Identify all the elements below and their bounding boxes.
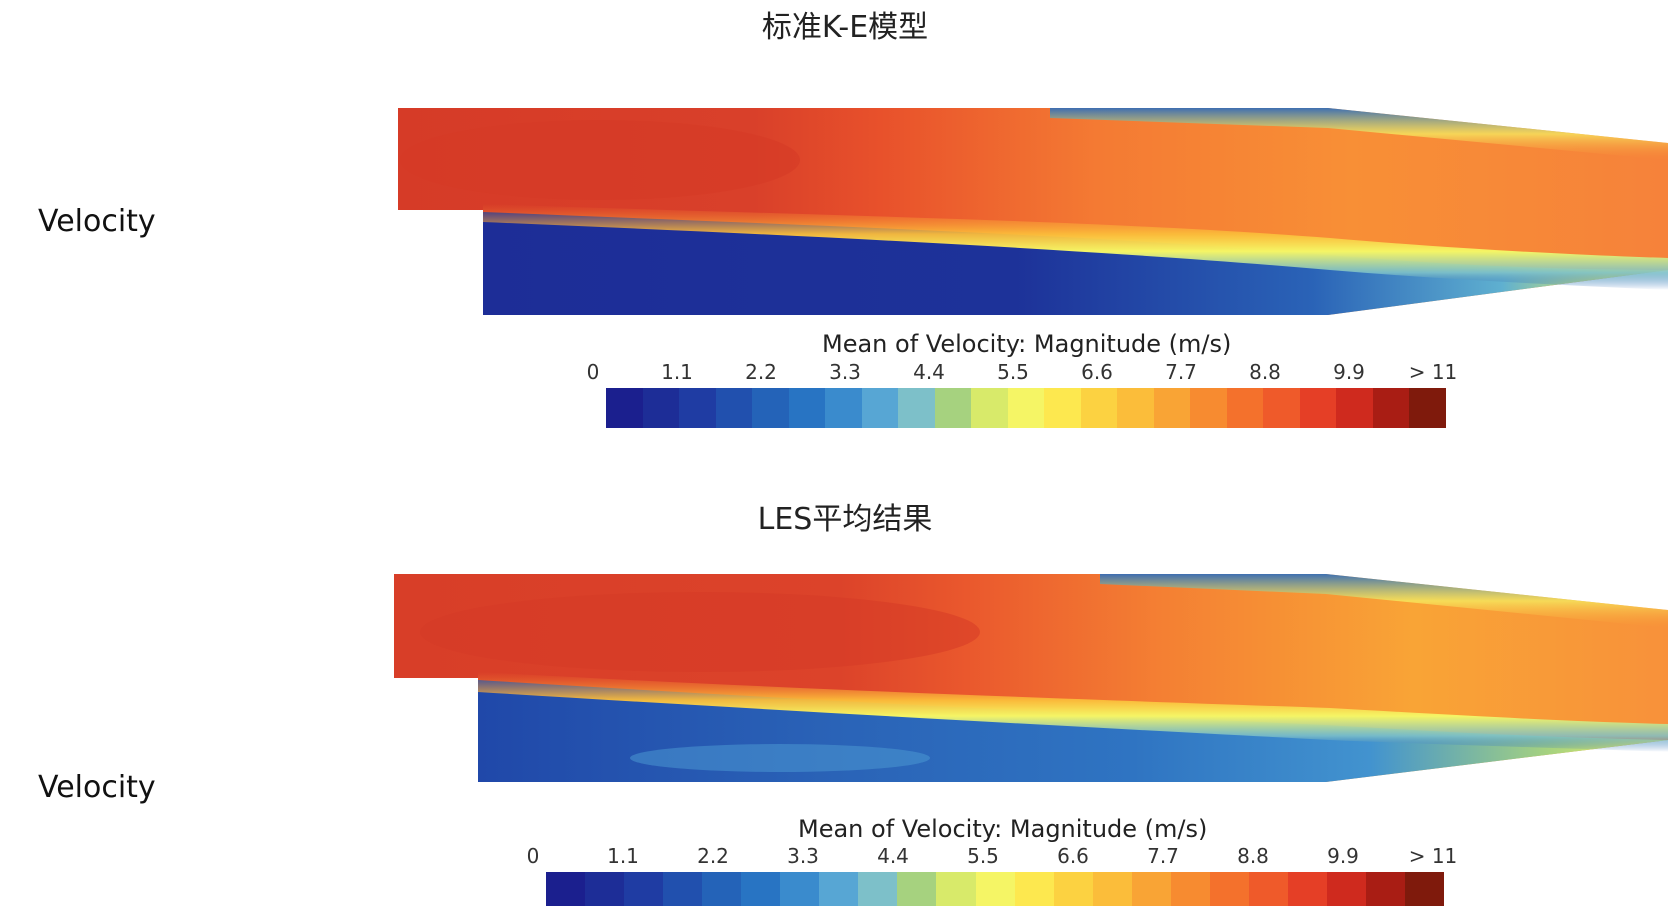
legend-tick-label: 9.9 bbox=[1327, 844, 1359, 868]
colorbar-swatch bbox=[975, 872, 1015, 906]
velocity-label: Velocity bbox=[38, 204, 156, 239]
colorbar-swatch bbox=[1336, 388, 1373, 428]
colorbar-swatch bbox=[898, 388, 935, 428]
colorbar-swatch bbox=[780, 872, 820, 906]
legend-tick-label: 6.6 bbox=[1057, 844, 1089, 868]
legend-tick-label: 2.2 bbox=[745, 360, 777, 384]
legend-tick-label: 2.2 bbox=[697, 844, 729, 868]
colorbar-swatch bbox=[585, 872, 625, 906]
colorbar bbox=[606, 388, 1446, 428]
colorbar-swatch bbox=[858, 872, 898, 906]
panel-title: LES平均结果 bbox=[757, 502, 933, 537]
colorbar-swatch bbox=[752, 388, 789, 428]
colorbar-swatch bbox=[861, 388, 899, 428]
colorbar-swatch bbox=[1014, 872, 1054, 906]
colorbar-swatch bbox=[1326, 872, 1366, 906]
legend-tick-label: 1.1 bbox=[607, 844, 639, 868]
colorbar-swatch bbox=[1405, 872, 1445, 906]
legend-tick-label: 5.5 bbox=[997, 360, 1029, 384]
colorbar bbox=[546, 872, 1445, 906]
colorbar-swatch bbox=[1409, 388, 1446, 428]
legend-tick-label: 3.3 bbox=[787, 844, 819, 868]
legend-title: Mean of Velocity: Magnitude (m/s) bbox=[798, 815, 1208, 843]
velocity-label: Velocity bbox=[38, 770, 156, 805]
colorbar-swatch bbox=[788, 388, 826, 428]
colorbar-swatch bbox=[1299, 388, 1337, 428]
colorbar-swatch bbox=[1170, 872, 1210, 906]
legend-tick-label: 8.8 bbox=[1249, 360, 1281, 384]
legend-tick-label: > 11 bbox=[1408, 844, 1458, 868]
colorbar-swatch bbox=[936, 872, 976, 906]
colorbar-swatch bbox=[715, 388, 753, 428]
colorbar-swatch bbox=[624, 872, 664, 906]
legend-tick-label: 9.9 bbox=[1333, 360, 1365, 384]
legend-tick-label: 6.6 bbox=[1081, 360, 1113, 384]
colorbar-swatch bbox=[546, 872, 586, 906]
colorbar-swatch bbox=[1117, 388, 1154, 428]
colorbar-swatch bbox=[1080, 388, 1118, 428]
legend-tick-label: 7.7 bbox=[1165, 360, 1197, 384]
legend-tick-label: > 11 bbox=[1408, 360, 1458, 384]
legend-tick-label: 8.8 bbox=[1237, 844, 1269, 868]
colorbar-swatch bbox=[679, 388, 716, 428]
colorbar-swatch bbox=[1287, 872, 1327, 906]
legend-tick-label: 0 bbox=[586, 360, 600, 384]
legend-tick-label: 5.5 bbox=[967, 844, 999, 868]
colorbar-swatch bbox=[1372, 388, 1410, 428]
legend-tick-label: 7.7 bbox=[1147, 844, 1179, 868]
colorbar-swatch bbox=[1044, 388, 1081, 428]
panel-title: 标准K-E模型 bbox=[761, 10, 929, 45]
legend-title: Mean of Velocity: Magnitude (m/s) bbox=[822, 330, 1232, 358]
colorbar-swatch bbox=[1092, 872, 1132, 906]
colorbar-swatch bbox=[1153, 388, 1191, 428]
legend-tick-label: 1.1 bbox=[661, 360, 693, 384]
colorbar-swatch bbox=[741, 872, 781, 906]
colorbar-swatch bbox=[825, 388, 862, 428]
colorbar-swatch bbox=[1263, 388, 1300, 428]
colorbar-swatch bbox=[606, 388, 643, 428]
legend-tick-label: 0 bbox=[526, 844, 540, 868]
colorbar-swatch bbox=[642, 388, 680, 428]
colorbar-swatch bbox=[1007, 388, 1045, 428]
colorbar-swatch bbox=[934, 388, 972, 428]
colorbar-swatch bbox=[1248, 872, 1288, 906]
colorbar-swatch bbox=[663, 872, 703, 906]
colorbar-swatch bbox=[1053, 872, 1093, 906]
legend-tick-label: 3.3 bbox=[829, 360, 861, 384]
legend-tick-label: 4.4 bbox=[877, 844, 909, 868]
legend-tick-label: 4.4 bbox=[913, 360, 945, 384]
colorbar-swatch bbox=[1365, 872, 1406, 906]
colorbar-swatch bbox=[1226, 388, 1264, 428]
colorbar-swatch bbox=[971, 388, 1008, 428]
colorbar-swatch bbox=[702, 872, 742, 906]
colorbar-swatch bbox=[1209, 872, 1249, 906]
colorbar-swatch bbox=[819, 872, 859, 906]
colorbar-swatch bbox=[1131, 872, 1171, 906]
colorbar-swatch bbox=[897, 872, 937, 906]
colorbar-swatch bbox=[1190, 388, 1227, 428]
